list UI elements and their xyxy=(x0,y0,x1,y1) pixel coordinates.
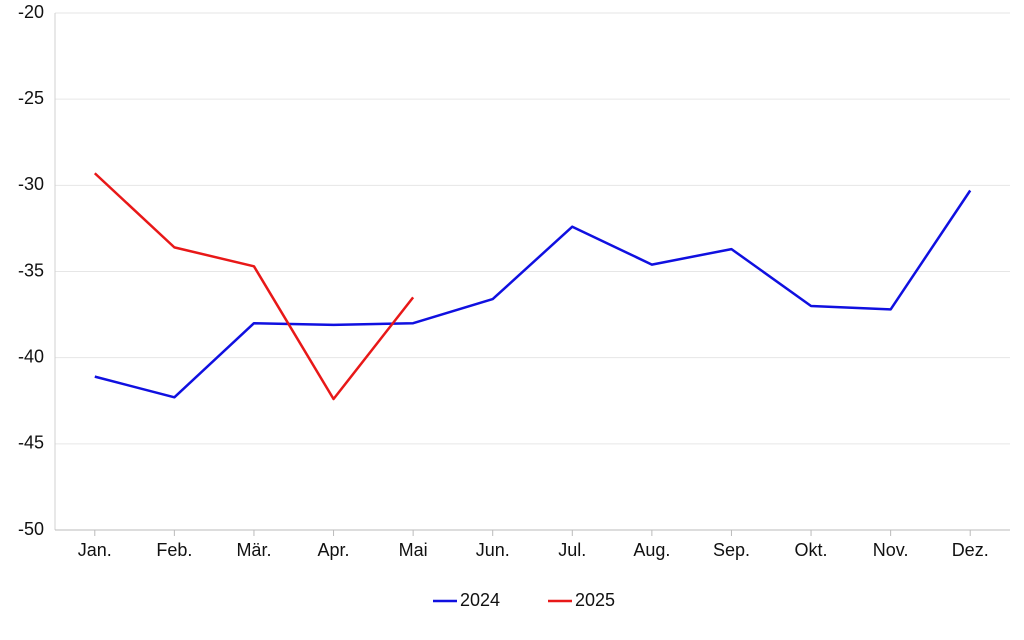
legend-label: 2025 xyxy=(575,590,615,610)
legend-label: 2024 xyxy=(460,590,500,610)
x-tick-label: Aug. xyxy=(633,540,670,560)
x-tick-label: Mär. xyxy=(236,540,271,560)
y-tick-label: -30 xyxy=(18,174,44,194)
y-tick-label: -50 xyxy=(18,519,44,539)
x-tick-label: Nov. xyxy=(873,540,909,560)
x-tick-label: Apr. xyxy=(318,540,350,560)
y-tick-label: -20 xyxy=(18,2,44,22)
y-tick-label: -40 xyxy=(18,346,44,366)
x-tick-label: Okt. xyxy=(795,540,828,560)
x-tick-label: Sep. xyxy=(713,540,750,560)
x-tick-label: Dez. xyxy=(952,540,989,560)
y-tick-label: -25 xyxy=(18,88,44,108)
y-tick-label: -45 xyxy=(18,433,44,453)
x-tick-label: Jul. xyxy=(558,540,586,560)
x-tick-label: Feb. xyxy=(156,540,192,560)
x-tick-label: Jan. xyxy=(78,540,112,560)
x-tick-label: Jun. xyxy=(476,540,510,560)
line-series xyxy=(94,189,972,399)
line-series xyxy=(93,172,415,401)
x-tick-label: Mai xyxy=(399,540,428,560)
y-tick-label: -35 xyxy=(18,260,44,280)
